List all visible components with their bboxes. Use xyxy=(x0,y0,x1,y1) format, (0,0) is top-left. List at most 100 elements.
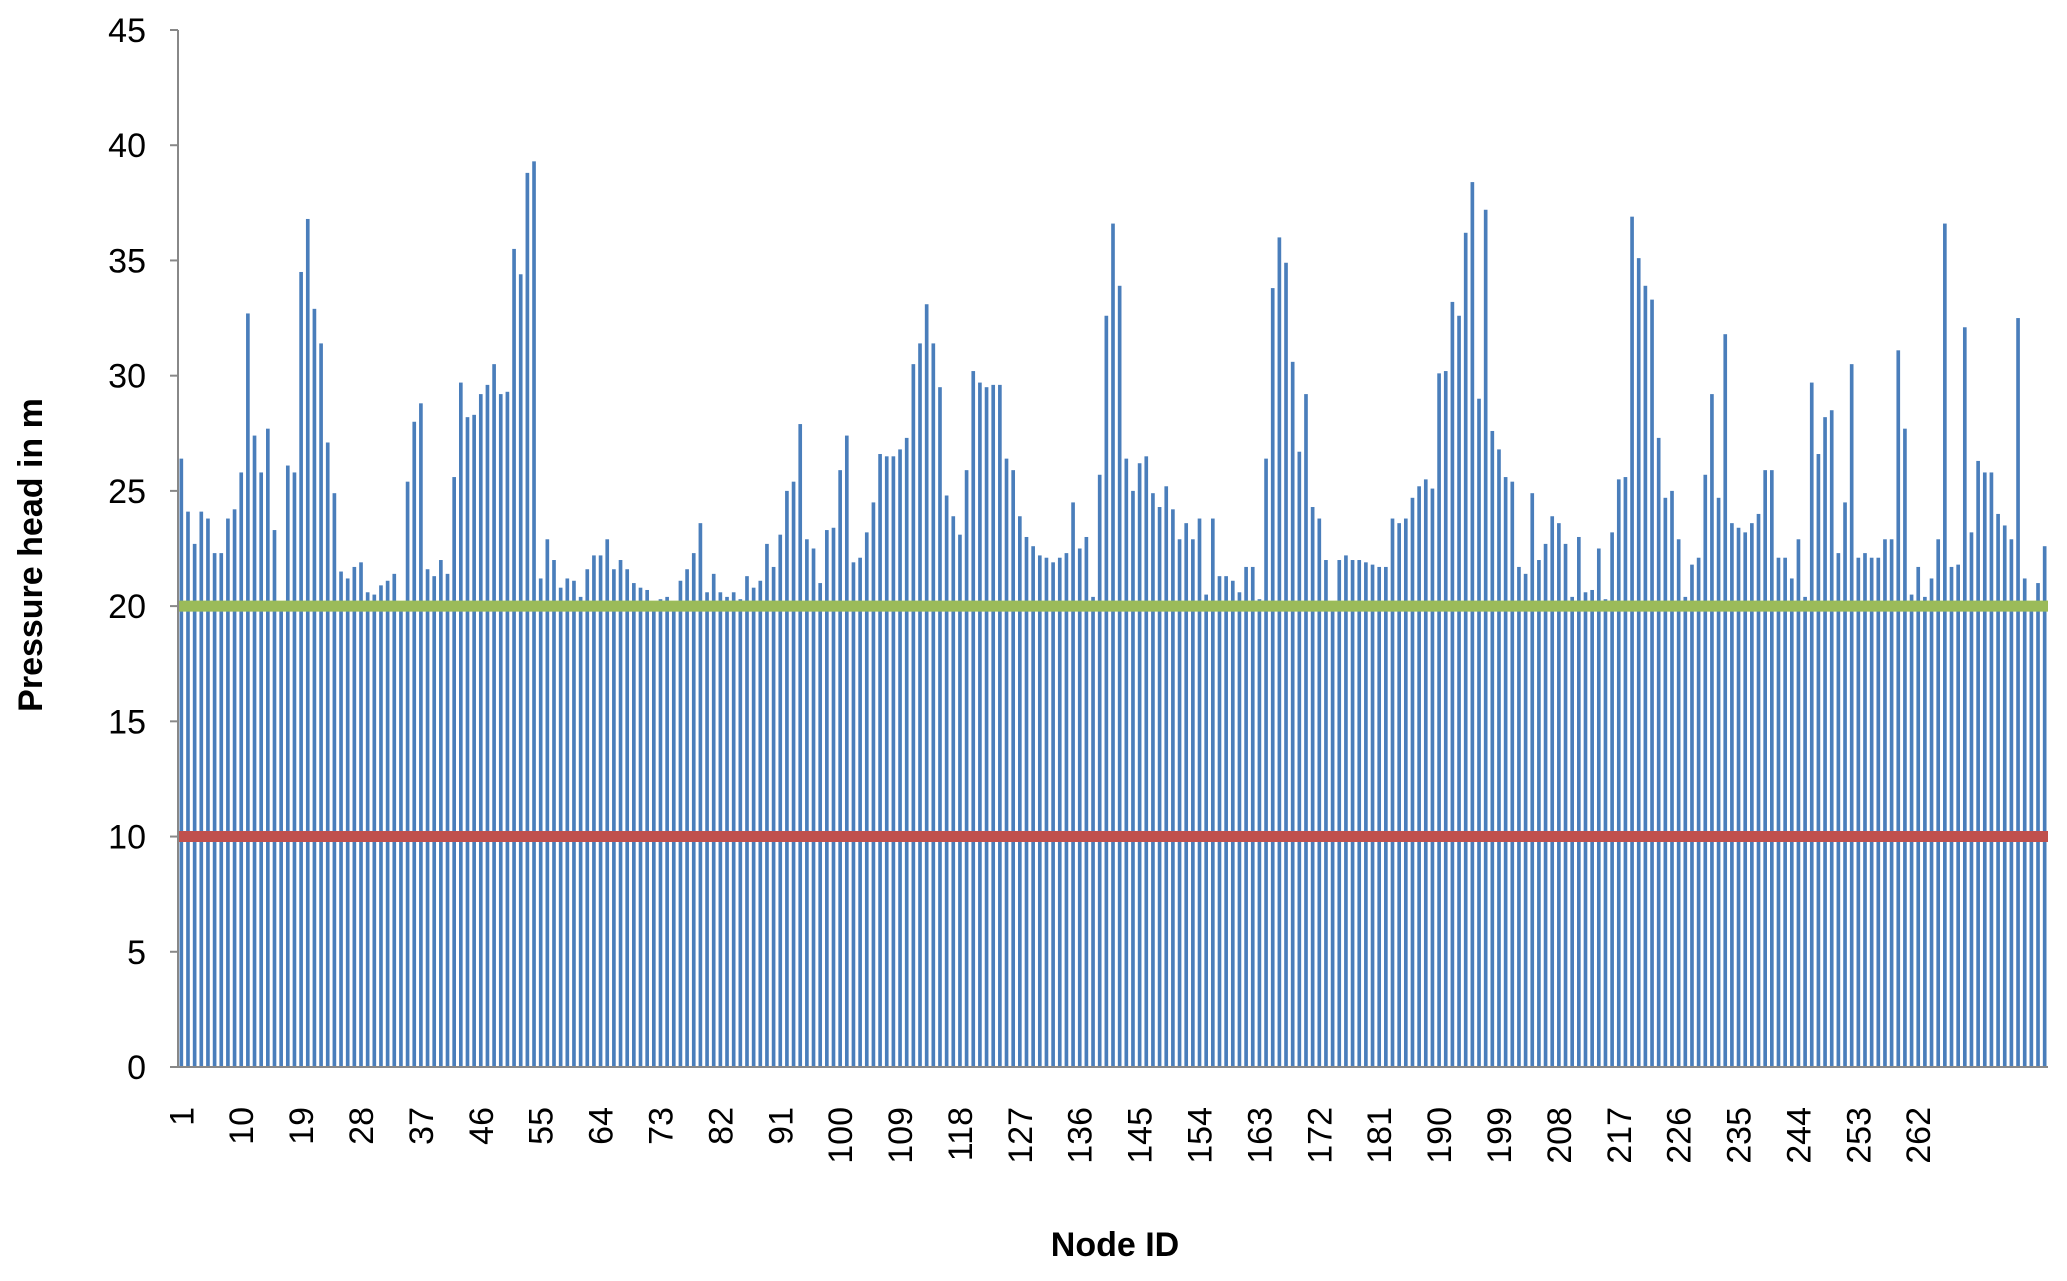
bar-node-43 xyxy=(459,382,463,1068)
bar-node-150 xyxy=(1171,509,1175,1067)
bar-node-267 xyxy=(1949,566,1954,1067)
bar-node-54 xyxy=(532,161,536,1068)
bar-node-171 xyxy=(1310,507,1315,1067)
bar-node-213 xyxy=(1590,589,1594,1067)
x-tick-label-190: 190 xyxy=(1421,1107,1459,1164)
bar-node-50 xyxy=(505,391,510,1067)
bar-node-196 xyxy=(1477,398,1481,1068)
bar-node-79 xyxy=(698,523,703,1067)
bar-node-62 xyxy=(585,569,590,1067)
bar-node-233 xyxy=(1723,334,1728,1067)
bar-node-164 xyxy=(1264,458,1268,1067)
bar-node-157 xyxy=(1217,576,1222,1067)
bar-node-82 xyxy=(718,592,723,1067)
axes-layer xyxy=(170,29,2048,1068)
bar-node-200 xyxy=(1503,477,1508,1067)
x-tick-label-55: 55 xyxy=(523,1107,561,1145)
bar-node-66 xyxy=(612,569,616,1067)
bar-node-90 xyxy=(771,566,776,1067)
bar-node-274 xyxy=(1996,513,2000,1067)
y-tick-label-0: 0 xyxy=(127,1049,146,1087)
bar-node-131 xyxy=(1044,557,1049,1067)
bar-node-145 xyxy=(1137,463,1142,1067)
bar-node-262 xyxy=(1916,566,1921,1067)
bar-node-234 xyxy=(1730,523,1734,1067)
bar-node-181 xyxy=(1377,566,1382,1067)
bar-node-116 xyxy=(944,495,949,1067)
bar-node-15 xyxy=(272,530,277,1067)
x-axis-title: Node ID xyxy=(1051,1226,1179,1264)
bar-node-100 xyxy=(838,470,842,1067)
bar-node-277 xyxy=(2016,318,2020,1067)
bar-node-152 xyxy=(1184,523,1189,1067)
bar-node-12 xyxy=(252,435,257,1068)
bar-node-161 xyxy=(1244,566,1248,1067)
x-tick-label-10: 10 xyxy=(223,1107,261,1145)
bar-node-84 xyxy=(731,592,736,1067)
x-tick-label-181: 181 xyxy=(1361,1107,1399,1164)
bar-node-114 xyxy=(931,343,936,1067)
bar-node-78 xyxy=(691,553,696,1067)
bar-node-280 xyxy=(2036,583,2040,1067)
bar-node-182 xyxy=(1384,566,1388,1067)
y-tick-label-15: 15 xyxy=(108,703,146,741)
bar-node-255 xyxy=(1869,557,1874,1067)
bar-node-56 xyxy=(545,539,550,1067)
bar-node-91 xyxy=(778,534,783,1067)
bar-node-41 xyxy=(445,573,450,1067)
bar-node-178 xyxy=(1357,560,1362,1067)
bar-node-48 xyxy=(492,364,496,1067)
bar-node-69 xyxy=(632,583,636,1067)
bar-node-201 xyxy=(1510,481,1515,1067)
bar-node-226 xyxy=(1676,539,1681,1067)
bar-node-144 xyxy=(1131,490,1135,1067)
reference-lines-layer xyxy=(178,600,2048,843)
x-tick-label-244: 244 xyxy=(1780,1107,1818,1164)
bar-node-64 xyxy=(598,555,603,1067)
bar-node-45 xyxy=(472,414,476,1068)
x-tick-label-226: 226 xyxy=(1661,1107,1699,1164)
bar-node-278 xyxy=(2022,578,2027,1067)
bar-node-101 xyxy=(844,435,849,1068)
bar-node-109 xyxy=(898,449,902,1067)
bar-node-187 xyxy=(1417,486,1421,1067)
bar-node-95 xyxy=(805,539,809,1067)
x-tick-label-37: 37 xyxy=(403,1107,441,1145)
x-tick-label-91: 91 xyxy=(762,1107,800,1145)
bar-node-216 xyxy=(1610,532,1614,1067)
bar-node-155 xyxy=(1204,594,1208,1067)
bar-node-102 xyxy=(851,562,856,1067)
bar-node-53 xyxy=(525,172,530,1067)
y-axis-title: Pressure head in m xyxy=(12,398,50,712)
bar-node-229 xyxy=(1696,557,1701,1067)
bar-node-68 xyxy=(625,569,630,1067)
bar-node-170 xyxy=(1304,394,1308,1068)
bar-node-17 xyxy=(285,465,290,1067)
bar-node-26 xyxy=(345,578,350,1067)
bar-node-186 xyxy=(1410,497,1415,1067)
bar-node-228 xyxy=(1690,564,1694,1067)
x-tick-label-262: 262 xyxy=(1900,1107,1938,1164)
bar-node-5 xyxy=(206,518,210,1067)
bar-node-11 xyxy=(246,313,250,1067)
bar-node-24 xyxy=(332,493,337,1067)
bar-node-239 xyxy=(1763,470,1767,1067)
bar-node-21 xyxy=(312,308,317,1068)
bar-node-104 xyxy=(864,532,869,1067)
bar-node-94 xyxy=(798,424,803,1067)
bar-node-117 xyxy=(951,516,956,1067)
bar-node-238 xyxy=(1756,513,1761,1067)
bar-node-240 xyxy=(1770,470,1774,1067)
bar-node-7 xyxy=(219,553,224,1067)
bar-node-243 xyxy=(1789,578,1794,1067)
bar-node-55 xyxy=(538,578,543,1067)
y-tick-label-10: 10 xyxy=(108,819,146,857)
bar-node-112 xyxy=(918,343,922,1067)
bar-node-70 xyxy=(638,587,643,1067)
bar-node-162 xyxy=(1250,566,1255,1067)
x-tick-label-28: 28 xyxy=(343,1107,381,1145)
bar-node-33 xyxy=(392,573,397,1067)
bar-node-248 xyxy=(1823,417,1827,1067)
